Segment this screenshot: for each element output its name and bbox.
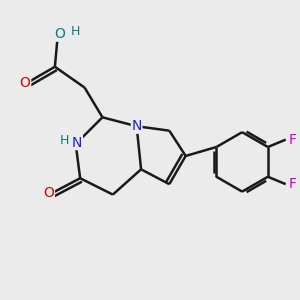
Text: O: O xyxy=(20,76,31,90)
Text: F: F xyxy=(288,133,296,147)
Text: O: O xyxy=(54,27,65,41)
Text: N: N xyxy=(72,136,83,150)
Text: H: H xyxy=(60,134,69,147)
Text: N: N xyxy=(131,119,142,133)
Text: H: H xyxy=(70,25,80,38)
Text: F: F xyxy=(288,177,296,191)
Text: O: O xyxy=(44,186,54,200)
